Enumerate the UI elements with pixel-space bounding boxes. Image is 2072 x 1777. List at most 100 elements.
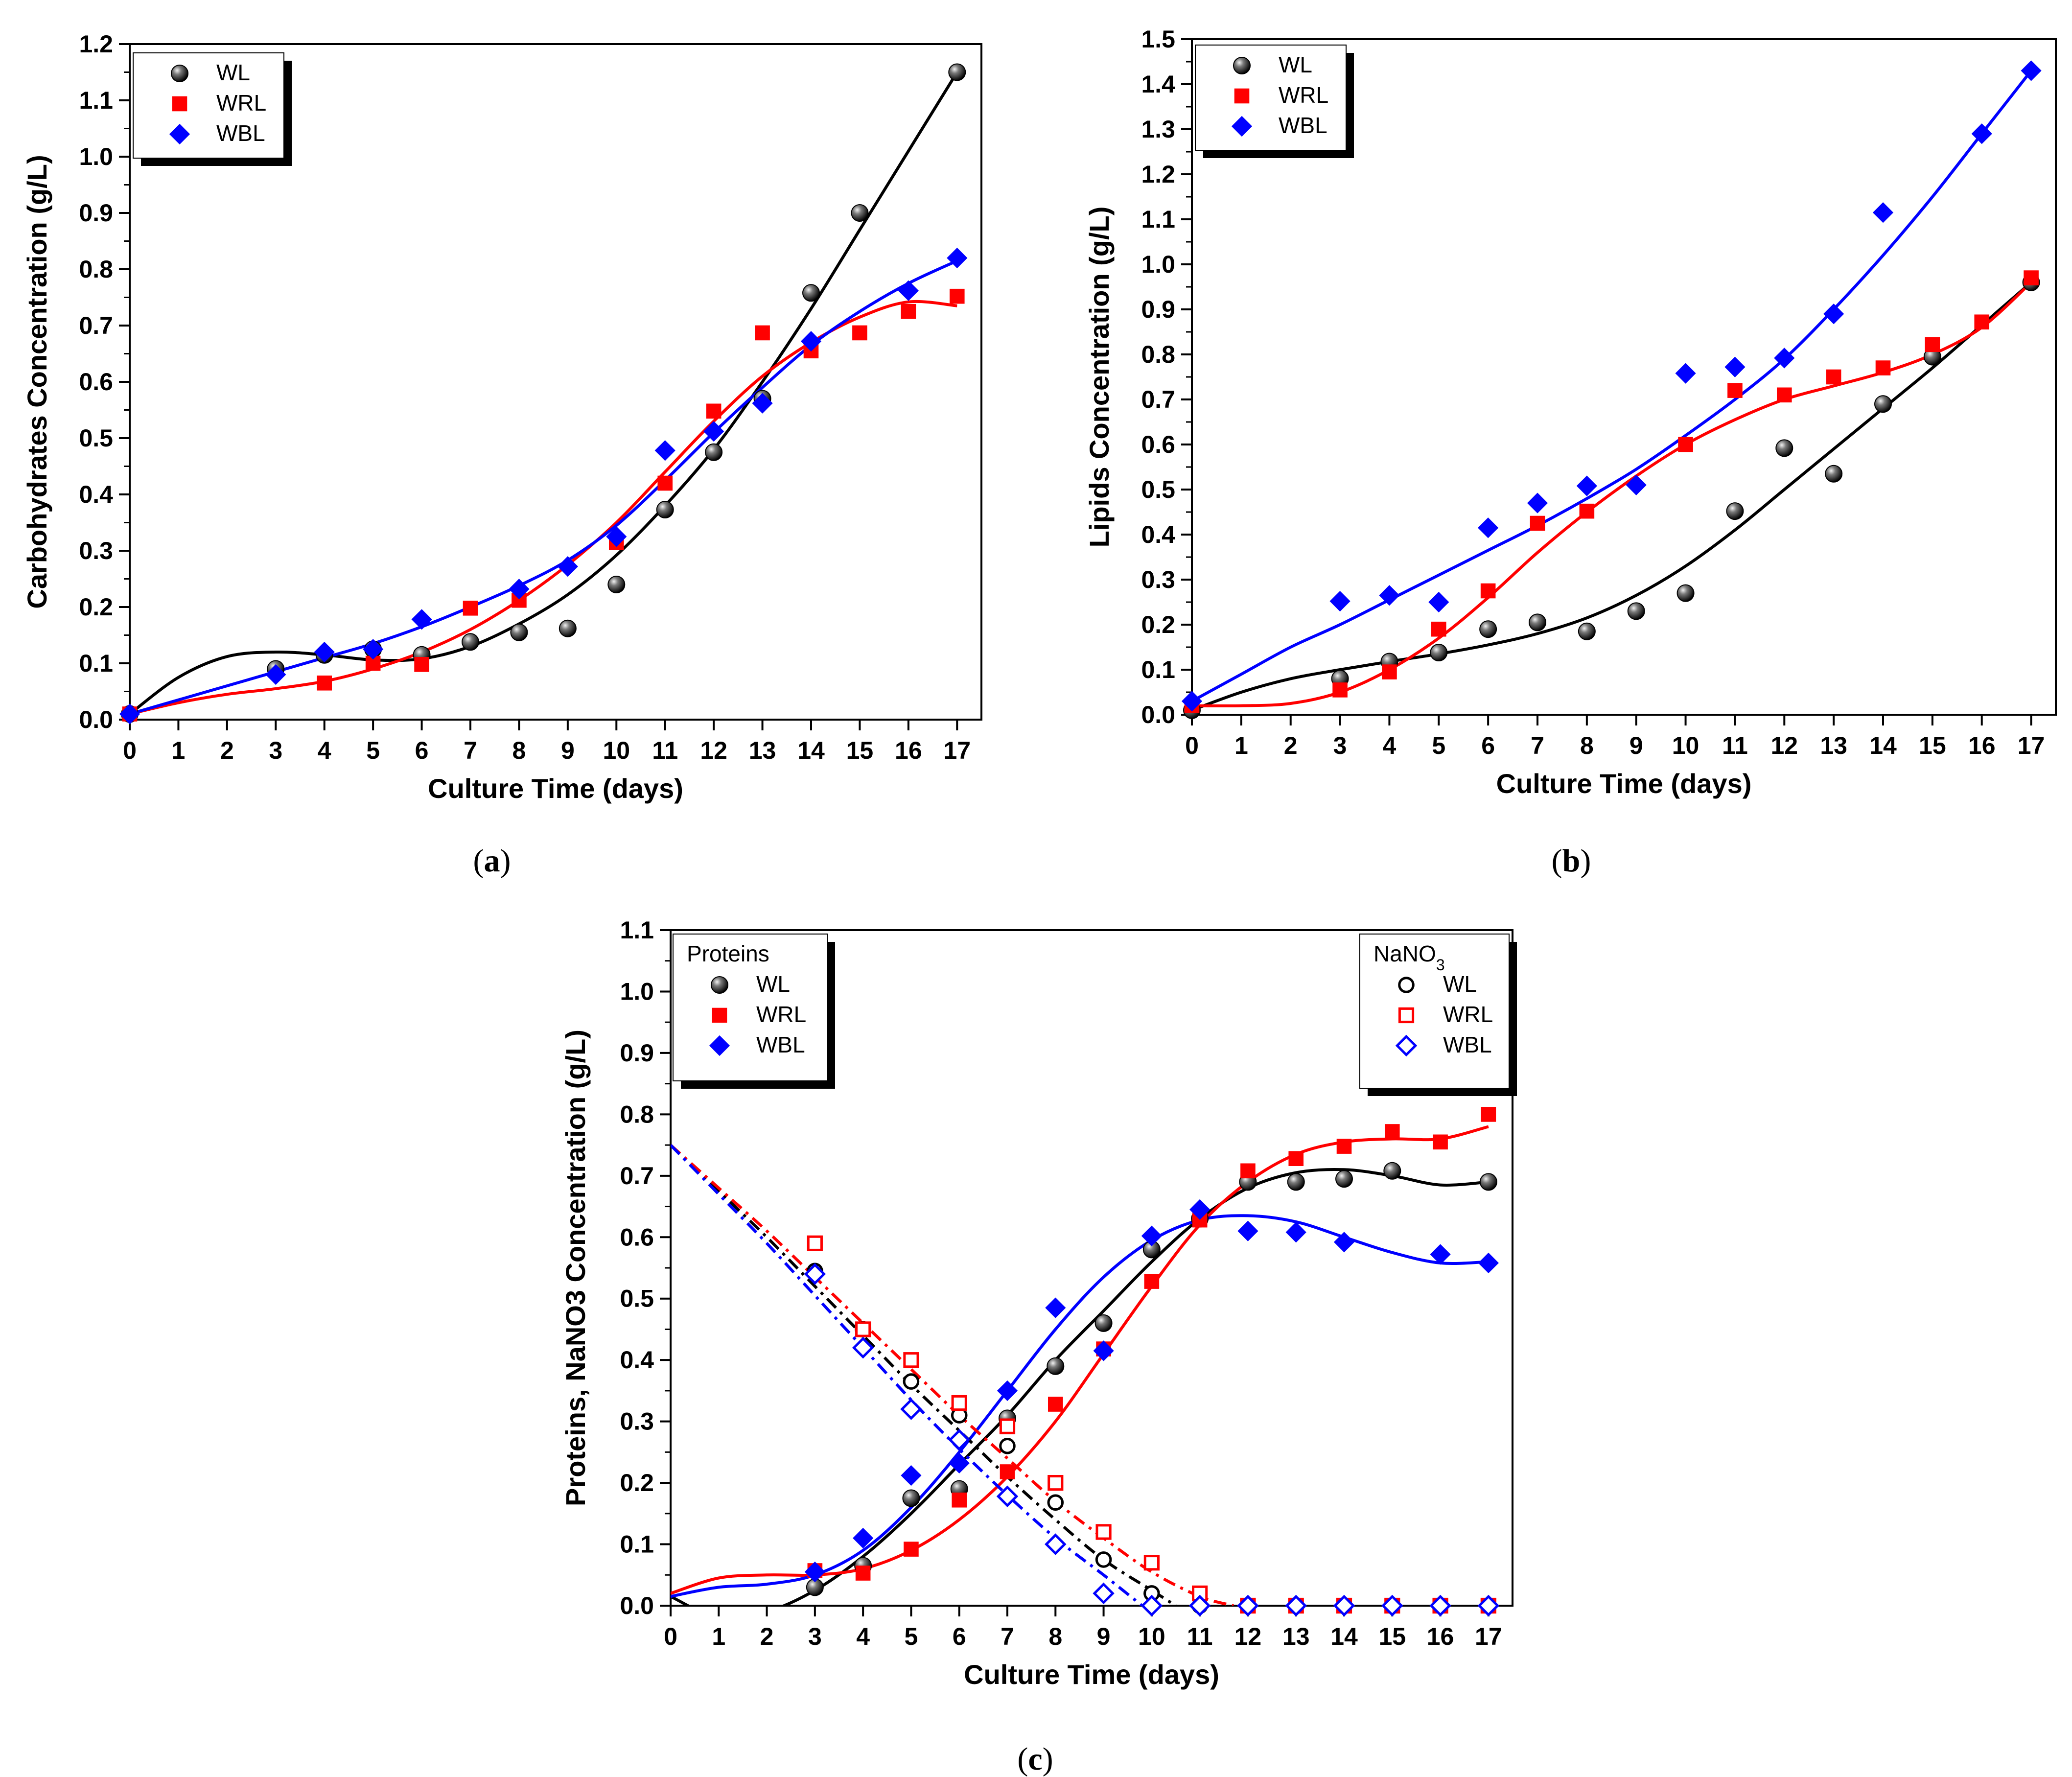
data-point [509, 579, 530, 600]
data-point [1775, 439, 1793, 457]
x-tick-label: 16 [1968, 732, 1996, 759]
legend-label: WRL [1443, 1002, 1493, 1027]
x-tick-label: 17 [2018, 732, 2045, 759]
legend-label: WBL [1279, 113, 1327, 138]
y-tick-label: 0.7 [620, 1162, 654, 1190]
x-tick-label: 7 [1001, 1623, 1014, 1650]
legend-box [133, 52, 284, 159]
y-tick-label: 0.1 [1141, 656, 1175, 683]
y-tick-label: 0.1 [79, 650, 113, 677]
panel-caption-part: ( [1552, 843, 1562, 879]
x-tick-label: 8 [512, 737, 526, 764]
y-tick-label: 0.0 [1141, 701, 1175, 728]
data-point [855, 1566, 871, 1581]
data-point [557, 556, 578, 577]
data-point [1094, 1314, 1113, 1332]
data-point [947, 247, 968, 269]
data-point [902, 1489, 920, 1507]
data-point [903, 1373, 920, 1390]
data-point [2024, 270, 2039, 285]
data-point [654, 440, 675, 461]
panel-caption-part: ) [1580, 843, 1591, 879]
x-tick-label: 12 [700, 737, 727, 764]
data-point [1726, 502, 1744, 520]
x-tick-label: 14 [1330, 1623, 1358, 1650]
panel-caption: (a) [473, 843, 511, 879]
legend-label: WL [216, 60, 250, 85]
data-point [1875, 360, 1891, 375]
data-point [1874, 395, 1892, 413]
y-tick-label: 0.5 [1141, 476, 1175, 503]
data-point [2021, 60, 2042, 81]
data-point [948, 63, 966, 81]
y-tick-label: 1.1 [1141, 206, 1175, 233]
data-point [804, 1263, 826, 1285]
series-nano3-wbl [804, 1263, 1500, 1617]
data-point [949, 288, 965, 304]
data-point [1823, 304, 1844, 325]
legend-marker [709, 1035, 730, 1056]
data-point [411, 609, 432, 630]
data-point [1576, 475, 1597, 496]
panel-caption: (c) [1017, 1741, 1053, 1777]
x-tick-label: 13 [1282, 1623, 1310, 1650]
data-point [1095, 1524, 1112, 1540]
data-point [414, 657, 429, 672]
y-tick-label: 0.6 [1141, 431, 1175, 458]
data-point [852, 1336, 874, 1359]
data-point [1971, 123, 1992, 144]
panel-caption-part: c [1028, 1741, 1042, 1777]
y-tick-label: 0.6 [79, 368, 113, 396]
data-point [752, 393, 773, 414]
data-point [656, 501, 674, 519]
data-point [1477, 1594, 1500, 1617]
data-point [1237, 1220, 1258, 1241]
data-point [1578, 622, 1596, 640]
series-proteins-wbl [804, 1199, 1499, 1583]
data-point [1430, 644, 1448, 662]
data-point [1428, 591, 1449, 613]
data-point [1481, 1107, 1496, 1122]
data-point [1332, 682, 1348, 698]
panel-caption-part: ( [1017, 1741, 1028, 1777]
x-tick-label: 12 [1770, 732, 1798, 759]
legend: WL WRL WBL [1195, 45, 1354, 158]
data-point [1287, 1173, 1305, 1191]
series-wbl [1181, 60, 2042, 712]
x-tick-label: 17 [1475, 1623, 1502, 1650]
data-point [807, 1235, 823, 1251]
x-tick-label: 5 [905, 1623, 918, 1650]
data-point [1727, 383, 1743, 398]
x-tick-label: 16 [1427, 1623, 1454, 1650]
panel-caption-part: ( [473, 843, 484, 879]
legend-marker [1398, 977, 1415, 993]
data-point [1285, 1594, 1307, 1617]
data-point [1479, 1173, 1497, 1191]
fit-line-proteins-wrl [671, 1125, 1489, 1595]
x-tick-label: 0 [1185, 732, 1199, 759]
data-point [1333, 1594, 1355, 1617]
legend-label: WRL [1279, 82, 1328, 108]
data-point [1095, 1551, 1112, 1568]
data-point [317, 675, 332, 691]
data-point [1381, 1594, 1403, 1617]
panel-caption-part: ) [1043, 1741, 1053, 1777]
data-point [1478, 517, 1499, 538]
data-point [607, 576, 626, 593]
data-point [463, 601, 478, 616]
data-point [1826, 369, 1841, 385]
data-point [1237, 1594, 1259, 1617]
legend-box [1195, 45, 1347, 151]
y-tick-label: 0.4 [1141, 521, 1175, 548]
legend-label: WL [1279, 52, 1312, 77]
legend-box [1359, 934, 1510, 1089]
data-point [904, 1542, 919, 1557]
x-tick-label: 16 [895, 737, 922, 764]
legend-marker [712, 1007, 727, 1023]
legend-label: WBL [756, 1032, 805, 1057]
y-tick-label: 1.1 [620, 916, 654, 944]
y-tick-label: 1.5 [1141, 25, 1175, 53]
data-point [804, 1561, 825, 1583]
x-axis-title: Culture Time (days) [964, 1659, 1219, 1690]
data-point [462, 633, 479, 651]
